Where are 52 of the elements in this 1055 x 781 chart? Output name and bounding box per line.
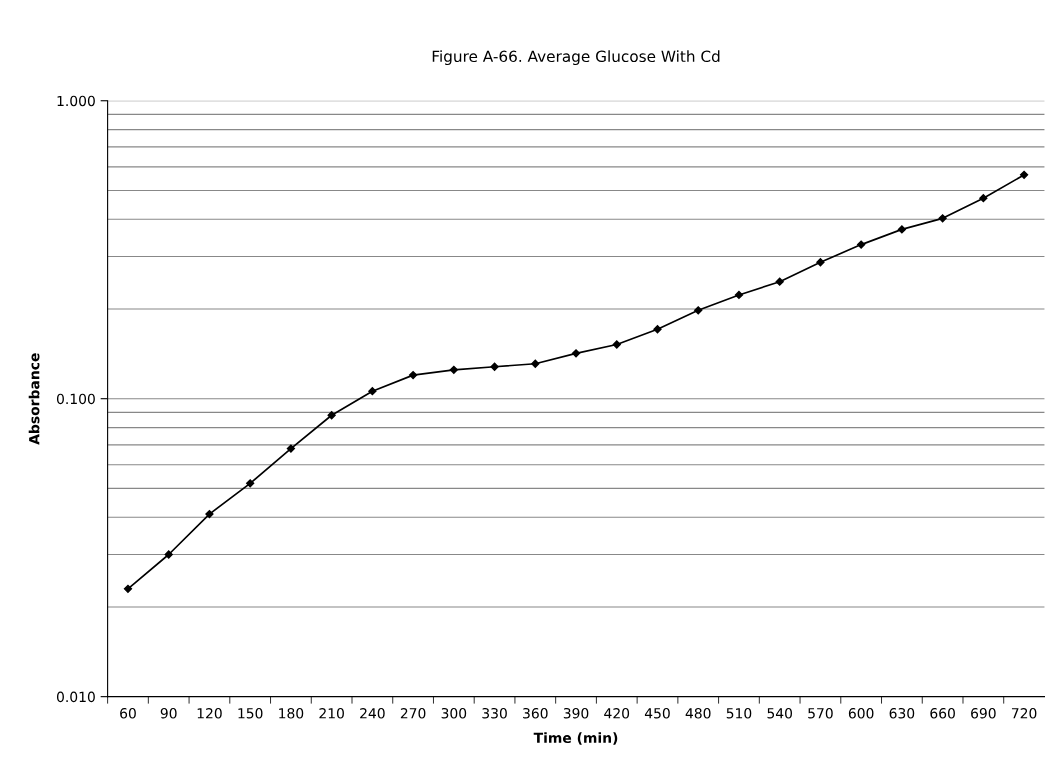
point xyxy=(816,258,825,267)
point xyxy=(857,240,866,249)
x-tick-label: 150 xyxy=(238,708,263,719)
point xyxy=(408,370,418,380)
point xyxy=(694,306,703,315)
y-axis-title: Absorbance xyxy=(28,353,40,445)
x-tick-label: 720 xyxy=(1011,708,1037,719)
x-tick-label: 210 xyxy=(319,708,344,719)
x-tick-label: 360 xyxy=(523,708,548,719)
point xyxy=(490,362,499,371)
point xyxy=(123,584,133,594)
y-tick-label: 0.100 xyxy=(56,393,95,405)
point xyxy=(449,365,458,374)
point xyxy=(531,359,540,368)
x-tick-label: 330 xyxy=(482,708,507,719)
x-tick-label: 120 xyxy=(197,708,222,719)
x-tick-label: 480 xyxy=(685,708,711,719)
x-tick-label: 450 xyxy=(644,708,670,719)
x-tick-label: 240 xyxy=(360,708,385,719)
point xyxy=(205,509,214,519)
point xyxy=(1019,170,1029,179)
point xyxy=(246,479,255,488)
x-tick-label: 540 xyxy=(767,708,793,719)
point xyxy=(734,290,744,300)
x-tick-label: 570 xyxy=(808,708,833,719)
point xyxy=(368,387,377,396)
x-tick-label: 690 xyxy=(971,708,996,719)
point xyxy=(775,277,784,286)
point xyxy=(327,411,336,420)
point xyxy=(286,444,296,453)
y-tick-label: 0.010 xyxy=(56,691,95,703)
x-tick-label: 420 xyxy=(604,708,630,719)
x-tick-label: 60 xyxy=(120,708,136,719)
x-tick-label: 660 xyxy=(930,708,955,719)
x-tick-label: 510 xyxy=(726,708,752,719)
x-tick-label: 90 xyxy=(160,708,177,719)
x-tick-label: 600 xyxy=(848,708,874,719)
point xyxy=(897,225,907,234)
y-tick-label: 1.000 xyxy=(57,95,95,107)
x-tick-label: 390 xyxy=(563,708,589,719)
x-axis-title: Time (min) xyxy=(533,732,618,745)
x-tick-label: 300 xyxy=(441,708,467,719)
point xyxy=(571,349,581,358)
x-tick-label: 180 xyxy=(279,708,304,719)
point xyxy=(612,340,621,349)
point xyxy=(164,550,173,559)
x-tick-label: 630 xyxy=(889,708,915,719)
point xyxy=(653,325,662,334)
chart-title: Figure A-66. Average Glucose With Cd xyxy=(432,50,720,66)
point xyxy=(938,214,947,223)
x-tick-label: 270 xyxy=(400,708,426,719)
point xyxy=(979,194,988,203)
